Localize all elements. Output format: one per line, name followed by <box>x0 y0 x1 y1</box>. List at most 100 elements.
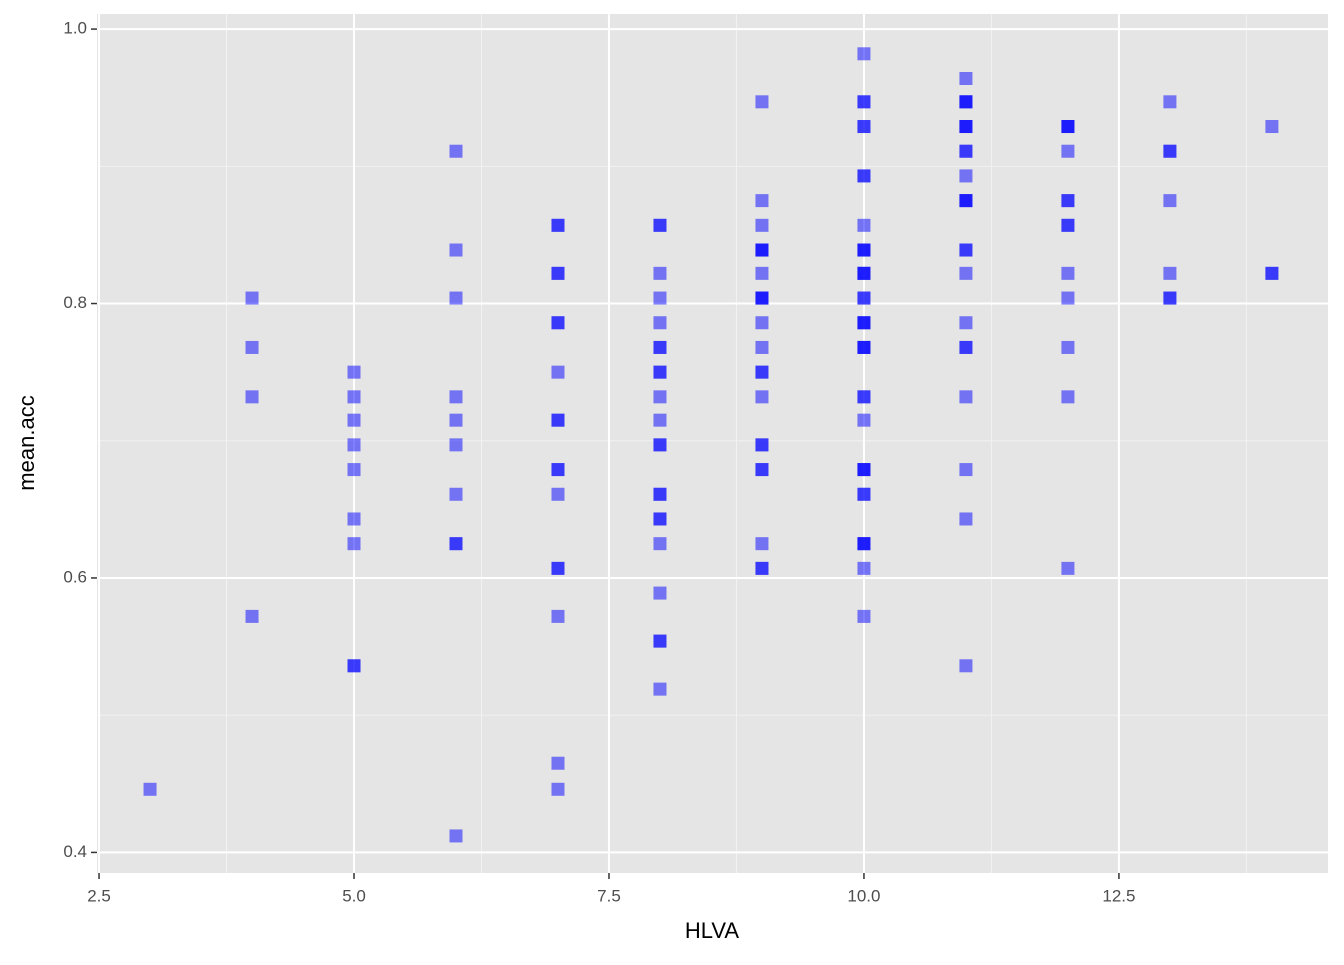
x-tick-label: 10.0 <box>847 886 880 905</box>
x-tick-label: 2.5 <box>87 886 111 905</box>
y-tick-label: 0.6 <box>63 567 87 586</box>
y-tick-label: 0.4 <box>63 842 87 861</box>
point <box>755 463 769 477</box>
point <box>347 438 361 452</box>
point <box>551 487 565 501</box>
point <box>857 95 871 109</box>
point <box>959 71 973 85</box>
point <box>1163 291 1177 305</box>
point <box>347 390 361 404</box>
point <box>959 316 973 330</box>
point <box>347 365 361 379</box>
point <box>959 390 973 404</box>
point <box>347 413 361 427</box>
point <box>755 340 769 354</box>
point <box>755 95 769 109</box>
point <box>653 634 667 648</box>
point <box>857 243 871 257</box>
point <box>755 243 769 257</box>
point <box>551 609 565 623</box>
point <box>347 512 361 526</box>
point <box>959 266 973 280</box>
point <box>1061 194 1075 208</box>
panel <box>97 14 1328 873</box>
point <box>653 390 667 404</box>
point <box>959 144 973 158</box>
point <box>755 218 769 232</box>
point <box>1163 266 1177 280</box>
point <box>449 291 463 305</box>
point <box>857 47 871 61</box>
point <box>449 413 463 427</box>
point <box>653 365 667 379</box>
point <box>857 487 871 501</box>
point <box>347 537 361 551</box>
point <box>551 561 565 575</box>
point <box>449 438 463 452</box>
point <box>1061 266 1075 280</box>
y-tick-label: 0.8 <box>63 293 87 312</box>
point <box>551 218 565 232</box>
point <box>1061 340 1075 354</box>
point <box>857 413 871 427</box>
point <box>959 512 973 526</box>
point <box>653 266 667 280</box>
point <box>653 682 667 696</box>
point <box>653 586 667 600</box>
point <box>449 487 463 501</box>
point <box>857 169 871 183</box>
point <box>755 266 769 280</box>
point <box>755 390 769 404</box>
x-axis-label: HLVA <box>685 918 740 943</box>
point <box>1163 144 1177 158</box>
point <box>1061 120 1075 134</box>
point <box>755 291 769 305</box>
point <box>1163 95 1177 109</box>
y-axis-label: mean.acc <box>14 395 39 490</box>
point <box>959 194 973 208</box>
point <box>347 463 361 477</box>
point <box>449 537 463 551</box>
point <box>1265 266 1279 280</box>
point <box>653 438 667 452</box>
point <box>347 659 361 673</box>
point <box>653 291 667 305</box>
point <box>245 340 259 354</box>
point <box>1061 218 1075 232</box>
point <box>1163 194 1177 208</box>
y-tick-label: 1.0 <box>63 19 87 38</box>
point <box>857 120 871 134</box>
point <box>857 266 871 280</box>
point <box>653 512 667 526</box>
x-tick-label: 5.0 <box>342 886 366 905</box>
point <box>959 95 973 109</box>
point <box>551 463 565 477</box>
point <box>449 144 463 158</box>
point <box>245 390 259 404</box>
point <box>245 609 259 623</box>
point <box>755 438 769 452</box>
point <box>857 390 871 404</box>
point <box>653 316 667 330</box>
point <box>857 561 871 575</box>
point <box>653 413 667 427</box>
point <box>1061 390 1075 404</box>
point <box>959 243 973 257</box>
point <box>653 340 667 354</box>
point <box>959 659 973 673</box>
point <box>449 390 463 404</box>
point <box>653 218 667 232</box>
x-tick-label: 12.5 <box>1102 886 1135 905</box>
point <box>857 463 871 477</box>
point <box>755 561 769 575</box>
point <box>1061 561 1075 575</box>
point <box>755 194 769 208</box>
point <box>857 609 871 623</box>
point <box>245 291 259 305</box>
point <box>551 756 565 770</box>
point <box>143 782 157 796</box>
point <box>551 266 565 280</box>
point <box>755 365 769 379</box>
point <box>959 340 973 354</box>
point <box>551 782 565 796</box>
